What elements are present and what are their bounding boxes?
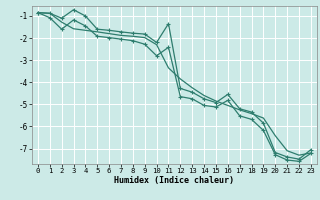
- X-axis label: Humidex (Indice chaleur): Humidex (Indice chaleur): [115, 176, 234, 185]
